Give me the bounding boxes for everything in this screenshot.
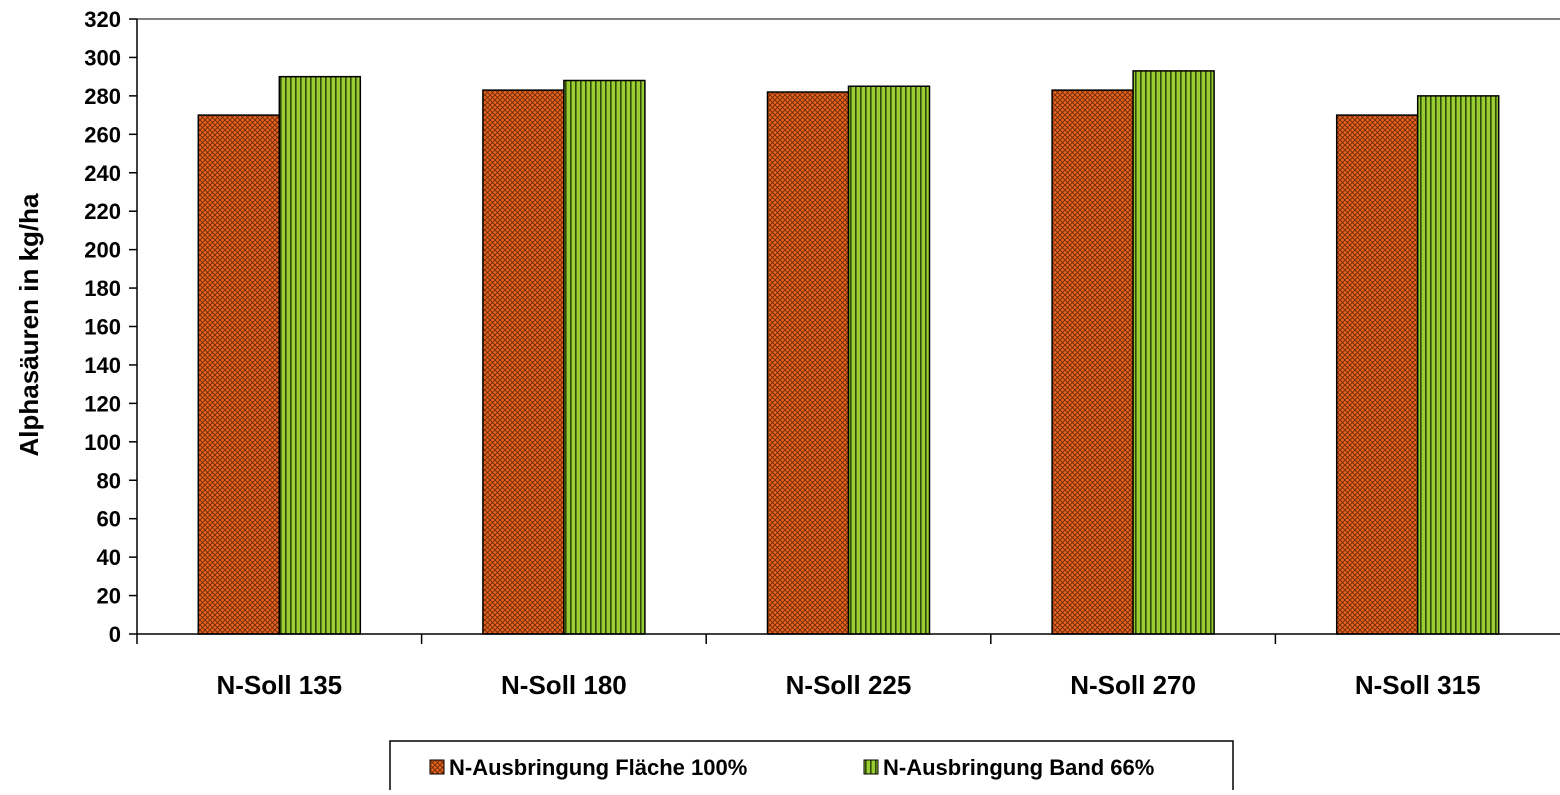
y-tick-label: 200 — [84, 238, 121, 263]
y-tick-label: 100 — [84, 430, 121, 455]
x-category-label: N-Soll 180 — [501, 670, 627, 700]
axes-layer — [129, 18, 1560, 644]
bar-flaeche — [482, 89, 565, 635]
bar-flaeche — [766, 91, 850, 635]
labels-layer: 0 20 40 60 80 100 120 140 160 180 200 220 240 260 280 3… — [84, 7, 1480, 700]
y-tick-label: 280 — [84, 84, 121, 109]
bar-band — [278, 75, 362, 635]
y-tick-label: 140 — [84, 353, 121, 378]
legend-swatch-flaeche — [429, 759, 445, 775]
bar-flaeche — [1335, 114, 1419, 635]
bars-layer — [197, 70, 1500, 635]
y-tick-label: 20 — [97, 584, 121, 609]
legend: N-Ausbringung Fläche 100% N-Ausbringung B… — [389, 740, 1234, 792]
bar-band — [847, 85, 931, 635]
y-tick-label: 0 — [109, 622, 121, 647]
y-tick-label: 80 — [97, 468, 121, 493]
y-tick-label: 220 — [84, 199, 121, 224]
legend-label-band: N-Ausbringung Band 66% — [883, 755, 1154, 780]
bar-flaeche — [197, 114, 281, 635]
y-tick-label: 60 — [97, 507, 121, 532]
bar-band — [1416, 95, 1500, 635]
x-category-label: N-Soll 270 — [1070, 670, 1196, 700]
legend-swatch-band — [863, 759, 879, 775]
y-tick-label: 180 — [84, 276, 121, 301]
y-axis-title: Alphasäuren in kg/ha — [14, 193, 44, 456]
y-tick-label: 300 — [84, 45, 121, 70]
bar-band — [563, 79, 646, 635]
x-category-label: N-Soll 135 — [216, 670, 342, 700]
y-tick-label: 40 — [97, 545, 121, 570]
y-tick-label: 120 — [84, 391, 121, 416]
legend-label-flaeche: N-Ausbringung Fläche 100% — [449, 755, 747, 780]
y-tick-label: 260 — [84, 122, 121, 147]
bar-flaeche — [1051, 89, 1134, 635]
y-tick-label: 160 — [84, 315, 121, 340]
x-category-label: N-Soll 315 — [1355, 670, 1481, 700]
legend-box — [389, 740, 1234, 792]
y-tick-label: 240 — [84, 161, 121, 186]
bar-band — [1132, 70, 1215, 635]
x-category-label: N-Soll 225 — [786, 670, 912, 700]
y-tick-label: 320 — [84, 7, 121, 32]
